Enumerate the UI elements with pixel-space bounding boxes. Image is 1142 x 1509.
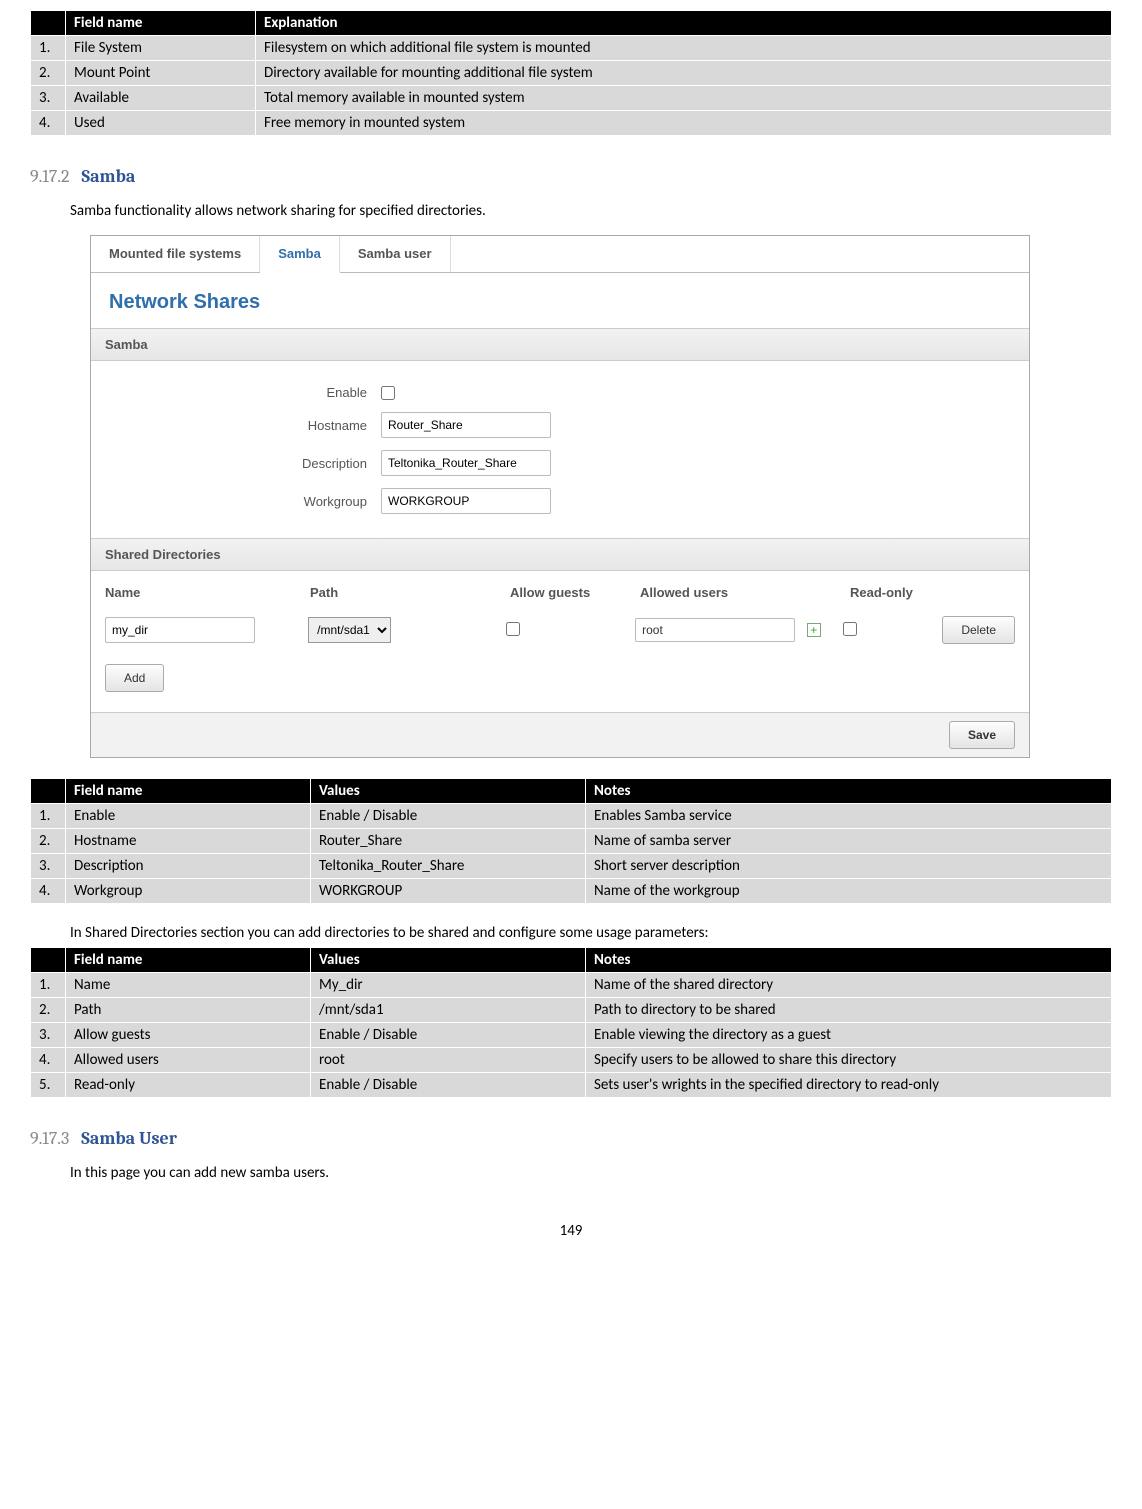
dir-header-allowg: Allow guests xyxy=(510,585,640,600)
table3-body: 1.NameMy_dirName of the shared directory… xyxy=(31,973,1112,1098)
dir-header-action xyxy=(950,585,1015,600)
tabs-bar: Mounted file systems Samba Samba user xyxy=(91,236,1029,273)
header-values: Values xyxy=(311,948,586,973)
table-row: 2.Path/mnt/sda1Path to directory to be s… xyxy=(31,998,1112,1023)
tab-samba-user[interactable]: Samba user xyxy=(340,236,451,272)
enable-label: Enable xyxy=(91,385,381,400)
delete-button[interactable]: Delete xyxy=(942,616,1015,644)
table-row: 1.EnableEnable / DisableEnables Samba se… xyxy=(31,804,1112,829)
table-row: 5.Read-onlyEnable / DisableSets user's w… xyxy=(31,1073,1112,1098)
section-title: Samba xyxy=(81,166,135,187)
header-values: Values xyxy=(311,779,586,804)
table-samba-fields: Field name Values Notes 1.EnableEnable /… xyxy=(30,778,1112,904)
screenshot-network-shares: Mounted file systems Samba Samba user Ne… xyxy=(90,235,1030,758)
section-title: Samba User xyxy=(81,1128,177,1149)
workgroup-input[interactable] xyxy=(381,488,551,514)
heading-samba-user: 9.17.3 Samba User xyxy=(30,1128,1112,1149)
add-user-icon[interactable]: + xyxy=(807,623,821,637)
samba-user-intro-text: In this page you can add new samba users… xyxy=(70,1164,1112,1182)
dir-header-row: Name Path Allow guests Allowed users Rea… xyxy=(91,571,1029,610)
add-button[interactable]: Add xyxy=(105,664,164,692)
table-row: 1.File SystemFilesystem on which additio… xyxy=(31,36,1112,61)
table-row: 4.Allowed usersrootSpecify users to be a… xyxy=(31,1048,1112,1073)
hostname-label: Hostname xyxy=(91,418,381,433)
samba-intro-text: Samba functionality allows network shari… xyxy=(70,202,1112,220)
section-bar-shared-dirs: Shared Directories xyxy=(91,538,1029,571)
dir-row: /mnt/sda1 root + Delete xyxy=(91,610,1029,658)
allow-guests-checkbox[interactable] xyxy=(506,622,520,636)
allowed-users-box[interactable]: root xyxy=(635,618,795,642)
shared-dir-intro-text: In Shared Directories section you can ad… xyxy=(70,924,1112,942)
table-row: 2.Mount PointDirectory available for mou… xyxy=(31,61,1112,86)
table-row: 3.DescriptionTeltonika_Router_ShareShort… xyxy=(31,854,1112,879)
description-input[interactable] xyxy=(381,450,551,476)
table-row: 3.AvailableTotal memory available in mou… xyxy=(31,86,1112,111)
header-fieldname: Field name xyxy=(66,11,256,36)
dir-header-name: Name xyxy=(105,585,310,600)
dir-header-allowedu: Allowed users xyxy=(640,585,850,600)
save-button[interactable]: Save xyxy=(949,721,1015,749)
description-label: Description xyxy=(91,456,381,471)
hostname-input[interactable] xyxy=(381,412,551,438)
section-number: 9.17.3 xyxy=(30,1128,69,1149)
header-num xyxy=(31,11,66,36)
tab-samba[interactable]: Samba xyxy=(260,236,340,273)
table1-body: 1.File SystemFilesystem on which additio… xyxy=(31,36,1112,136)
dir-path-select[interactable]: /mnt/sda1 xyxy=(308,617,391,643)
readonly-checkbox[interactable] xyxy=(843,622,857,636)
header-num xyxy=(31,779,66,804)
table-row: 4.WorkgroupWORKGROUPName of the workgrou… xyxy=(31,879,1112,904)
dir-name-input[interactable] xyxy=(105,617,255,643)
heading-samba: 9.17.2 Samba xyxy=(30,166,1112,187)
tab-mounted-fs[interactable]: Mounted file systems xyxy=(91,236,260,272)
allowed-users-value: root xyxy=(642,623,663,637)
page-number: 149 xyxy=(30,1222,1112,1240)
dir-header-path: Path xyxy=(310,585,510,600)
section-bar-samba: Samba xyxy=(91,328,1029,361)
table-row: 2.HostnameRouter_ShareName of samba serv… xyxy=(31,829,1112,854)
table2-body: 1.EnableEnable / DisableEnables Samba se… xyxy=(31,804,1112,904)
section-number: 9.17.2 xyxy=(30,166,70,187)
table-row: 4.UsedFree memory in mounted system xyxy=(31,111,1112,136)
workgroup-label: Workgroup xyxy=(91,494,381,509)
table-row: 3.Allow guestsEnable / DisableEnable vie… xyxy=(31,1023,1112,1048)
table-filesystem-fields: Field name Explanation 1.File SystemFile… xyxy=(30,10,1112,136)
samba-form: Enable Hostname Description Workgroup xyxy=(91,361,1029,538)
header-fieldname: Field name xyxy=(66,779,311,804)
table-row: 1.NameMy_dirName of the shared directory xyxy=(31,973,1112,998)
header-notes: Notes xyxy=(586,779,1112,804)
panel-title: Network Shares xyxy=(91,273,1029,328)
header-notes: Notes xyxy=(586,948,1112,973)
header-num xyxy=(31,948,66,973)
enable-checkbox[interactable] xyxy=(381,386,395,400)
dir-header-readonly: Read-only xyxy=(850,585,950,600)
table-shared-dir-fields: Field name Values Notes 1.NameMy_dirName… xyxy=(30,947,1112,1098)
header-explanation: Explanation xyxy=(256,11,1112,36)
header-fieldname: Field name xyxy=(66,948,311,973)
